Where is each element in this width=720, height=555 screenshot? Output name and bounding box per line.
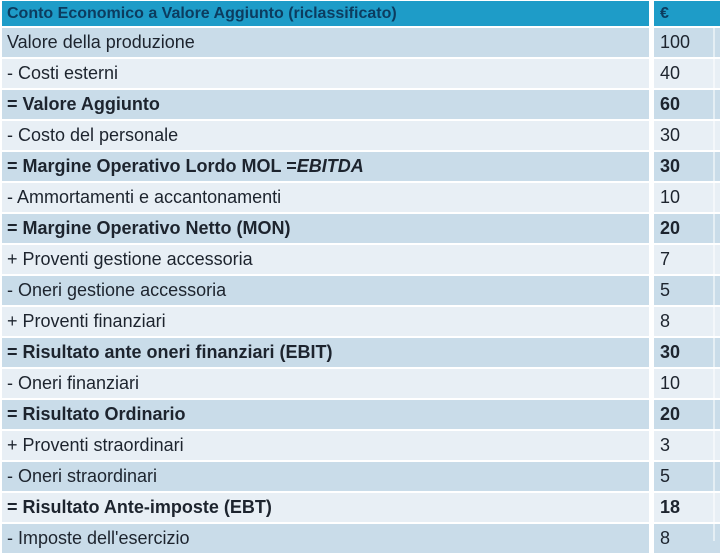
- row-label-text: - Costo del personale: [7, 125, 179, 145]
- table-row: - Costi esterni 40: [2, 59, 720, 90]
- table-row: = Risultato Ante-imposte (EBT) 18: [2, 493, 720, 524]
- row-label-text: + Proventi straordinari: [7, 435, 184, 455]
- row-label: - Ammortamenti e accantonamenti: [2, 183, 649, 212]
- row-label-text: = Risultato Ordinario: [7, 404, 186, 424]
- table-row: - Oneri straordinari 5: [2, 462, 720, 493]
- row-label-text: - Costi esterni: [7, 63, 119, 83]
- table-row: - Oneri finanziari 10: [2, 369, 720, 400]
- row-label: - Oneri straordinari: [2, 462, 649, 491]
- row-value: 8: [649, 524, 720, 553]
- row-value: 8: [649, 307, 720, 336]
- row-label-text: - Oneri straordinari: [7, 466, 158, 486]
- row-label: = Risultato ante oneri finanziari (EBIT): [2, 338, 649, 367]
- row-label-text: + Proventi finanziari: [7, 311, 166, 331]
- row-label: = Risultato Ordinario: [2, 400, 649, 429]
- row-label-text: - Imposte dell'esercizio: [7, 528, 190, 548]
- row-value: 100: [649, 28, 720, 57]
- row-label-text: = Risultato ante oneri finanziari (EBIT): [7, 342, 333, 362]
- row-value: 18: [649, 493, 720, 522]
- row-value: 10: [649, 369, 720, 398]
- row-label-text: = Valore Aggiunto: [7, 94, 160, 114]
- row-label: - Oneri gestione accessoria: [2, 276, 649, 305]
- row-label-text: + Proventi gestione accessoria: [7, 249, 253, 269]
- row-label: + Proventi finanziari: [2, 307, 649, 336]
- row-label: = Margine Operativo Lordo MOL = EBITDA: [2, 152, 649, 181]
- row-value: 30: [649, 121, 720, 150]
- row-label-text: - Ammortamenti e accantonamenti: [7, 187, 282, 207]
- row-value: 30: [649, 152, 720, 181]
- row-value: 10: [649, 183, 720, 212]
- row-label: + Proventi straordinari: [2, 431, 649, 460]
- row-label-text: = Margine Operativo Lordo MOL =: [7, 156, 297, 176]
- table-row: - Ammortamenti e accantonamenti 10: [2, 183, 720, 214]
- table-body: Valore della produzione 100 - Costi este…: [2, 28, 720, 555]
- row-value: 5: [649, 276, 720, 305]
- row-label: - Oneri finanziari: [2, 369, 649, 398]
- table-row: Valore della produzione 100: [2, 28, 720, 59]
- row-label-italic-text: EBITDA: [296, 156, 364, 176]
- currency-unit-header: €: [649, 1, 720, 26]
- table-row: = Margine Operativo Lordo MOL = EBITDA 3…: [2, 152, 720, 183]
- row-value: 40: [649, 59, 720, 88]
- row-value: 7: [649, 245, 720, 274]
- table-title: Conto Economico a Valore Aggiunto (ricla…: [7, 4, 397, 22]
- row-value: 20: [649, 400, 720, 429]
- table-row: + Proventi finanziari 8: [2, 307, 720, 338]
- table-row: - Costo del personale 30: [2, 121, 720, 152]
- table-row: = Margine Operativo Netto (MON) 20: [2, 214, 720, 245]
- row-label: - Costi esterni: [2, 59, 649, 88]
- row-value: 20: [649, 214, 720, 243]
- row-value: 5: [649, 462, 720, 491]
- table-header-row: Conto Economico a Valore Aggiunto (ricla…: [2, 1, 720, 28]
- row-label-text: Valore della produzione: [7, 32, 195, 52]
- row-label: Valore della produzione: [2, 28, 649, 57]
- table-row: - Oneri gestione accessoria 5: [2, 276, 720, 307]
- row-label-text: - Oneri finanziari: [7, 373, 140, 393]
- row-value: 60: [649, 90, 720, 119]
- table-row: + Proventi straordinari 3: [2, 431, 720, 462]
- row-label: - Costo del personale: [2, 121, 649, 150]
- row-label-text: = Risultato Ante-imposte (EBT): [7, 497, 272, 517]
- row-value: 3: [649, 431, 720, 460]
- row-label: = Margine Operativo Netto (MON): [2, 214, 649, 243]
- row-value: 30: [649, 338, 720, 367]
- row-label-text: - Oneri gestione accessoria: [7, 280, 227, 300]
- table-row: = Risultato ante oneri finanziari (EBIT)…: [2, 338, 720, 369]
- row-label: + Proventi gestione accessoria: [2, 245, 649, 274]
- row-label-text: = Margine Operativo Netto (MON): [7, 218, 291, 238]
- row-label: = Valore Aggiunto: [2, 90, 649, 119]
- row-label: = Risultato Ante-imposte (EBT): [2, 493, 649, 522]
- table-row: = Valore Aggiunto 60: [2, 90, 720, 121]
- table-row: + Proventi gestione accessoria 7: [2, 245, 720, 276]
- row-label: - Imposte dell'esercizio: [2, 524, 649, 553]
- table-row: = Risultato Ordinario 20: [2, 400, 720, 431]
